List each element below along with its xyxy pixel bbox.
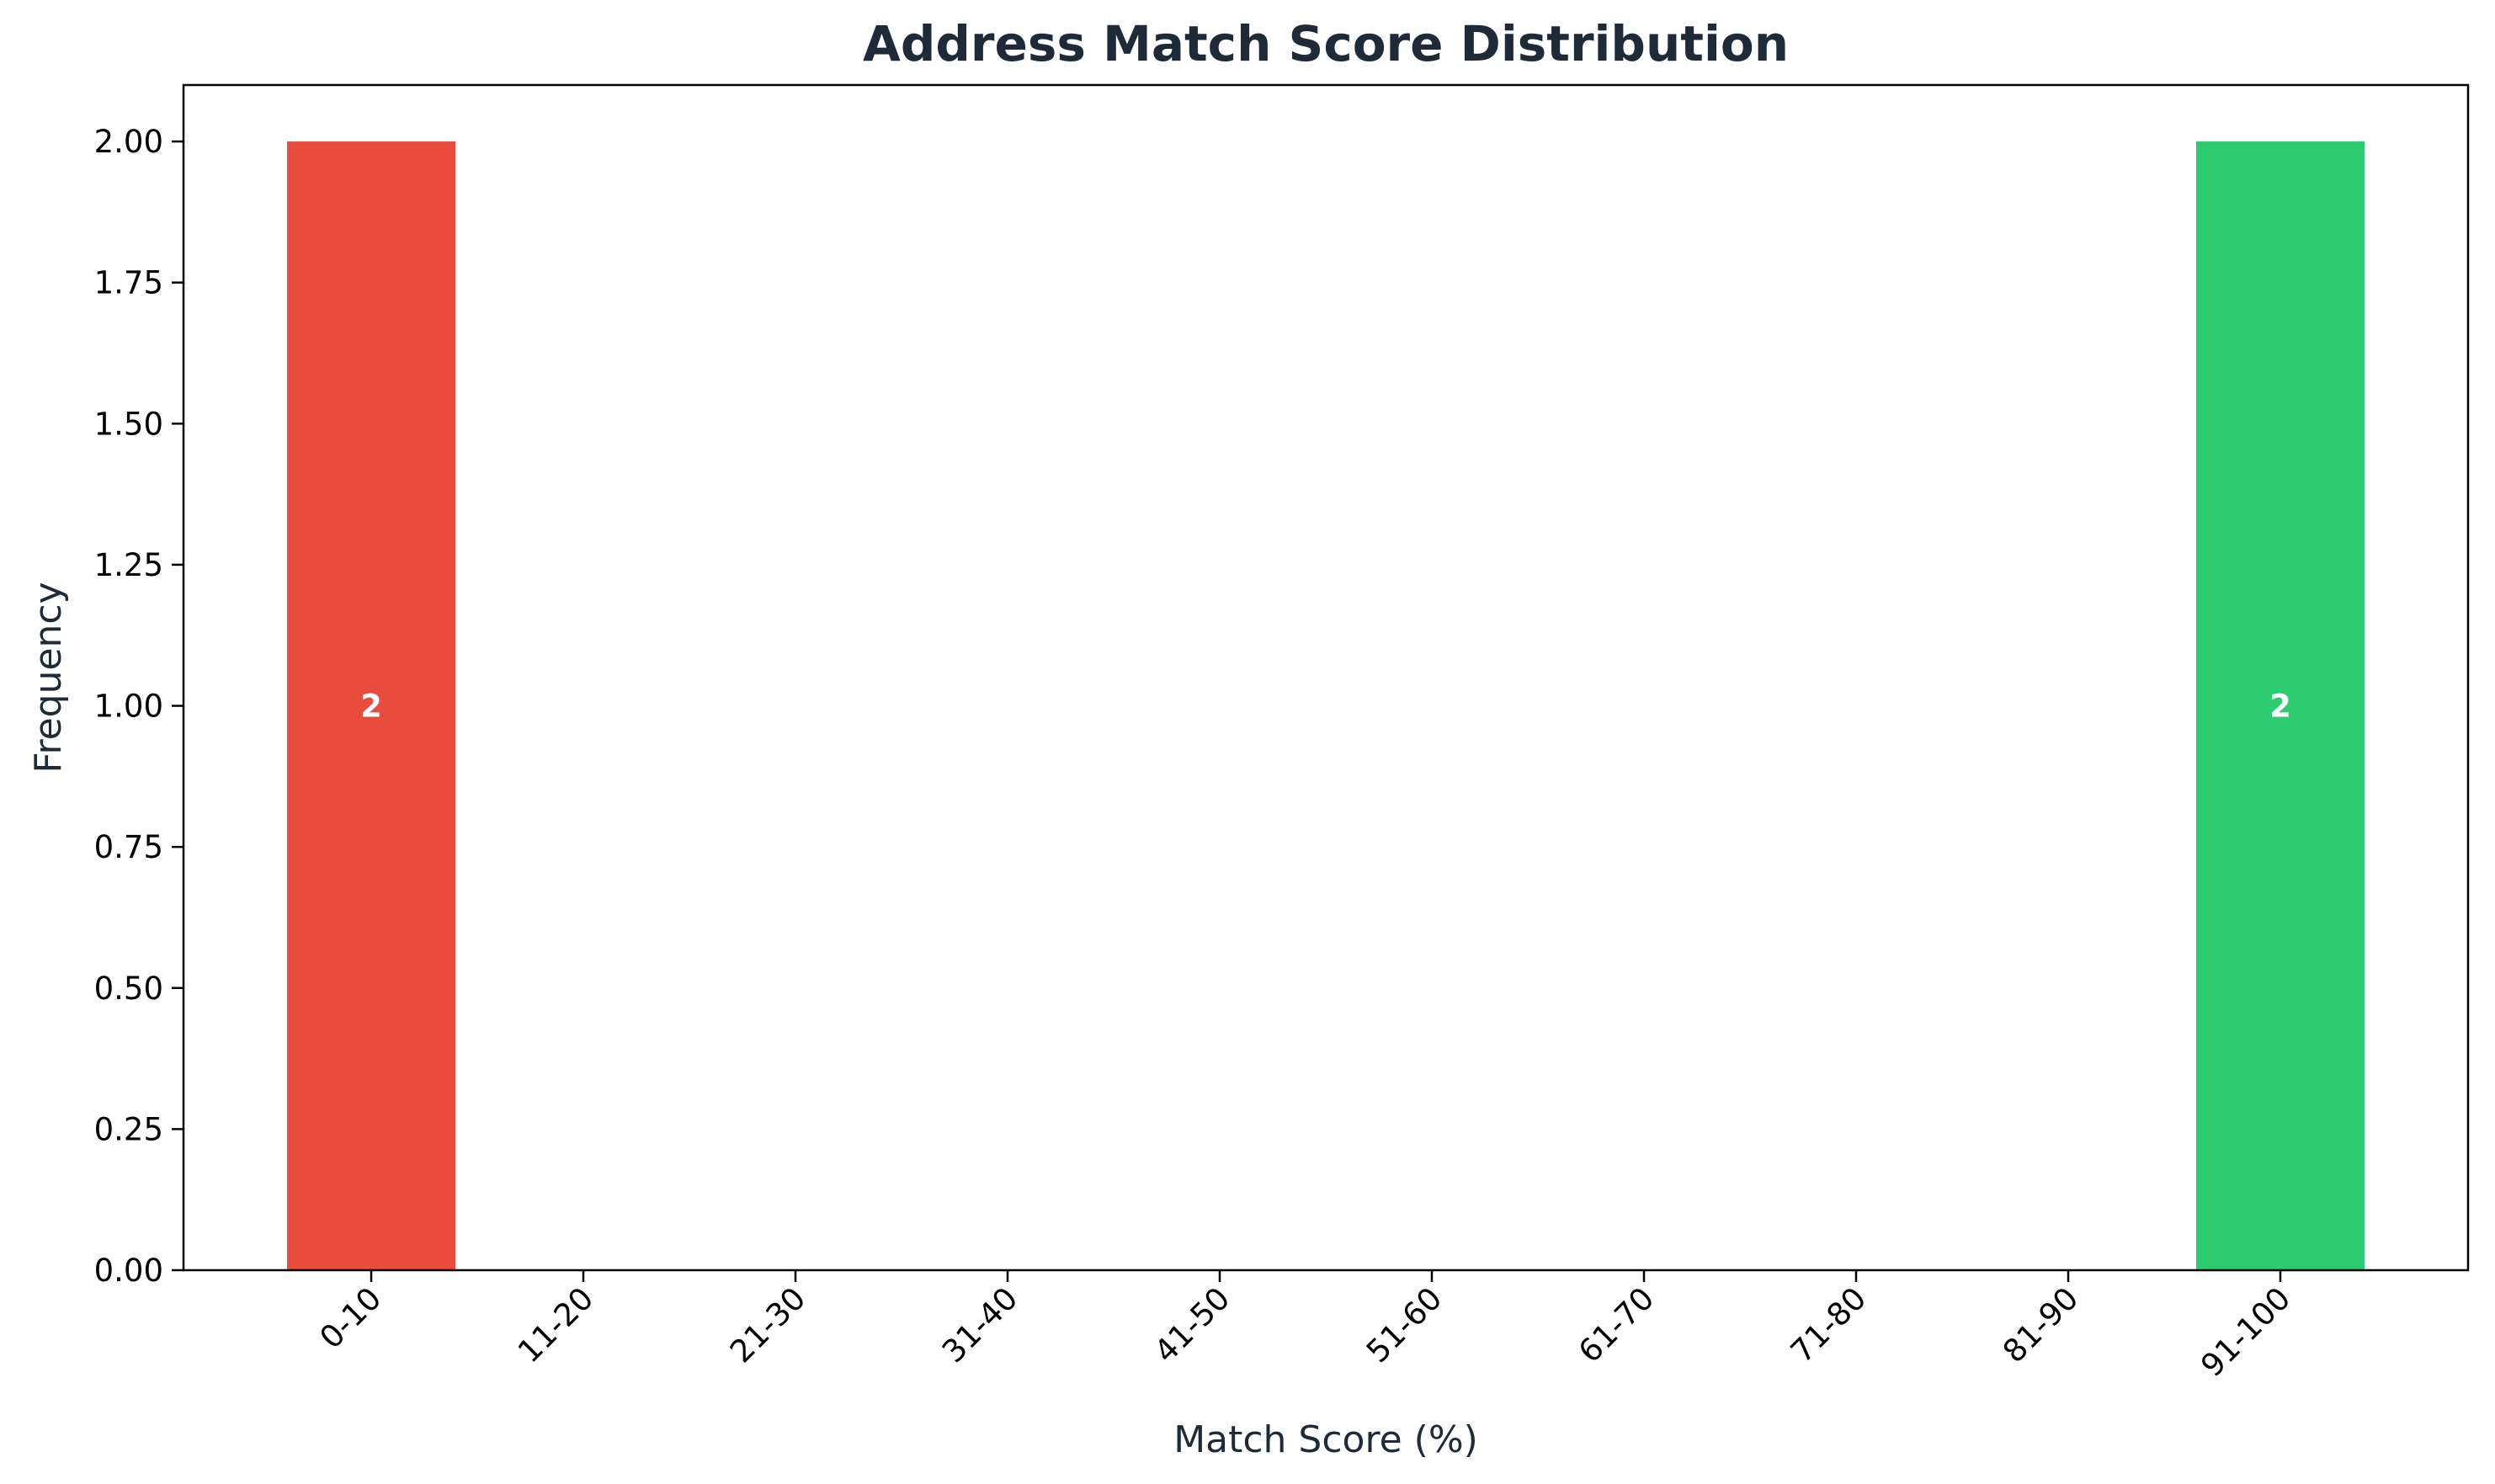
bar-value-label-0-10: 2 bbox=[360, 689, 382, 725]
bar-91-100 bbox=[2196, 141, 2365, 1271]
x-tick-label: 71-80 bbox=[1784, 1280, 1873, 1370]
y-tick-label: 2.00 bbox=[94, 124, 163, 160]
x-tick-label: 0-10 bbox=[313, 1280, 389, 1356]
x-tick-label: 61-70 bbox=[1572, 1280, 1661, 1370]
x-tick-label: 11-20 bbox=[511, 1280, 600, 1370]
bar-value-label-91-100: 2 bbox=[2269, 689, 2291, 725]
y-tick-label: 0.50 bbox=[94, 971, 163, 1007]
x-tick-label: 41-50 bbox=[1147, 1280, 1237, 1370]
x-axis-label: Match Score (%) bbox=[1173, 1418, 1478, 1461]
y-tick-label: 0.75 bbox=[94, 829, 163, 865]
bars-layer bbox=[287, 141, 2365, 1271]
y-axis-label: Frequency bbox=[27, 582, 70, 773]
bar-0-10 bbox=[287, 141, 455, 1271]
y-tick-label: 1.00 bbox=[94, 689, 163, 725]
plot-area-frame bbox=[182, 83, 2470, 1272]
x-tick-label: 91-100 bbox=[2194, 1280, 2297, 1384]
chart-title: Address Match Score Distribution bbox=[863, 15, 1789, 72]
y-tick-label: 0.25 bbox=[94, 1111, 163, 1147]
x-tick-label: 51-60 bbox=[1359, 1280, 1449, 1370]
y-tick-label: 1.50 bbox=[94, 406, 163, 442]
y-tick-label: 1.25 bbox=[94, 547, 163, 583]
x-tick-label: 21-30 bbox=[723, 1280, 812, 1370]
y-tick-label: 1.75 bbox=[94, 265, 163, 301]
x-axis: 0-10 11-20 21-30 31-40 41-50 51-60 61-70 71-80 8… bbox=[313, 1270, 2297, 1384]
y-axis: 0.00 0.25 0.50 0.75 1.00 1.25 1.50 1.75 2.00 bbox=[94, 124, 184, 1289]
x-tick-label: 31-40 bbox=[935, 1280, 1024, 1370]
y-tick-label: 0.00 bbox=[94, 1253, 163, 1289]
x-tick-label: 81-90 bbox=[1996, 1280, 2085, 1370]
